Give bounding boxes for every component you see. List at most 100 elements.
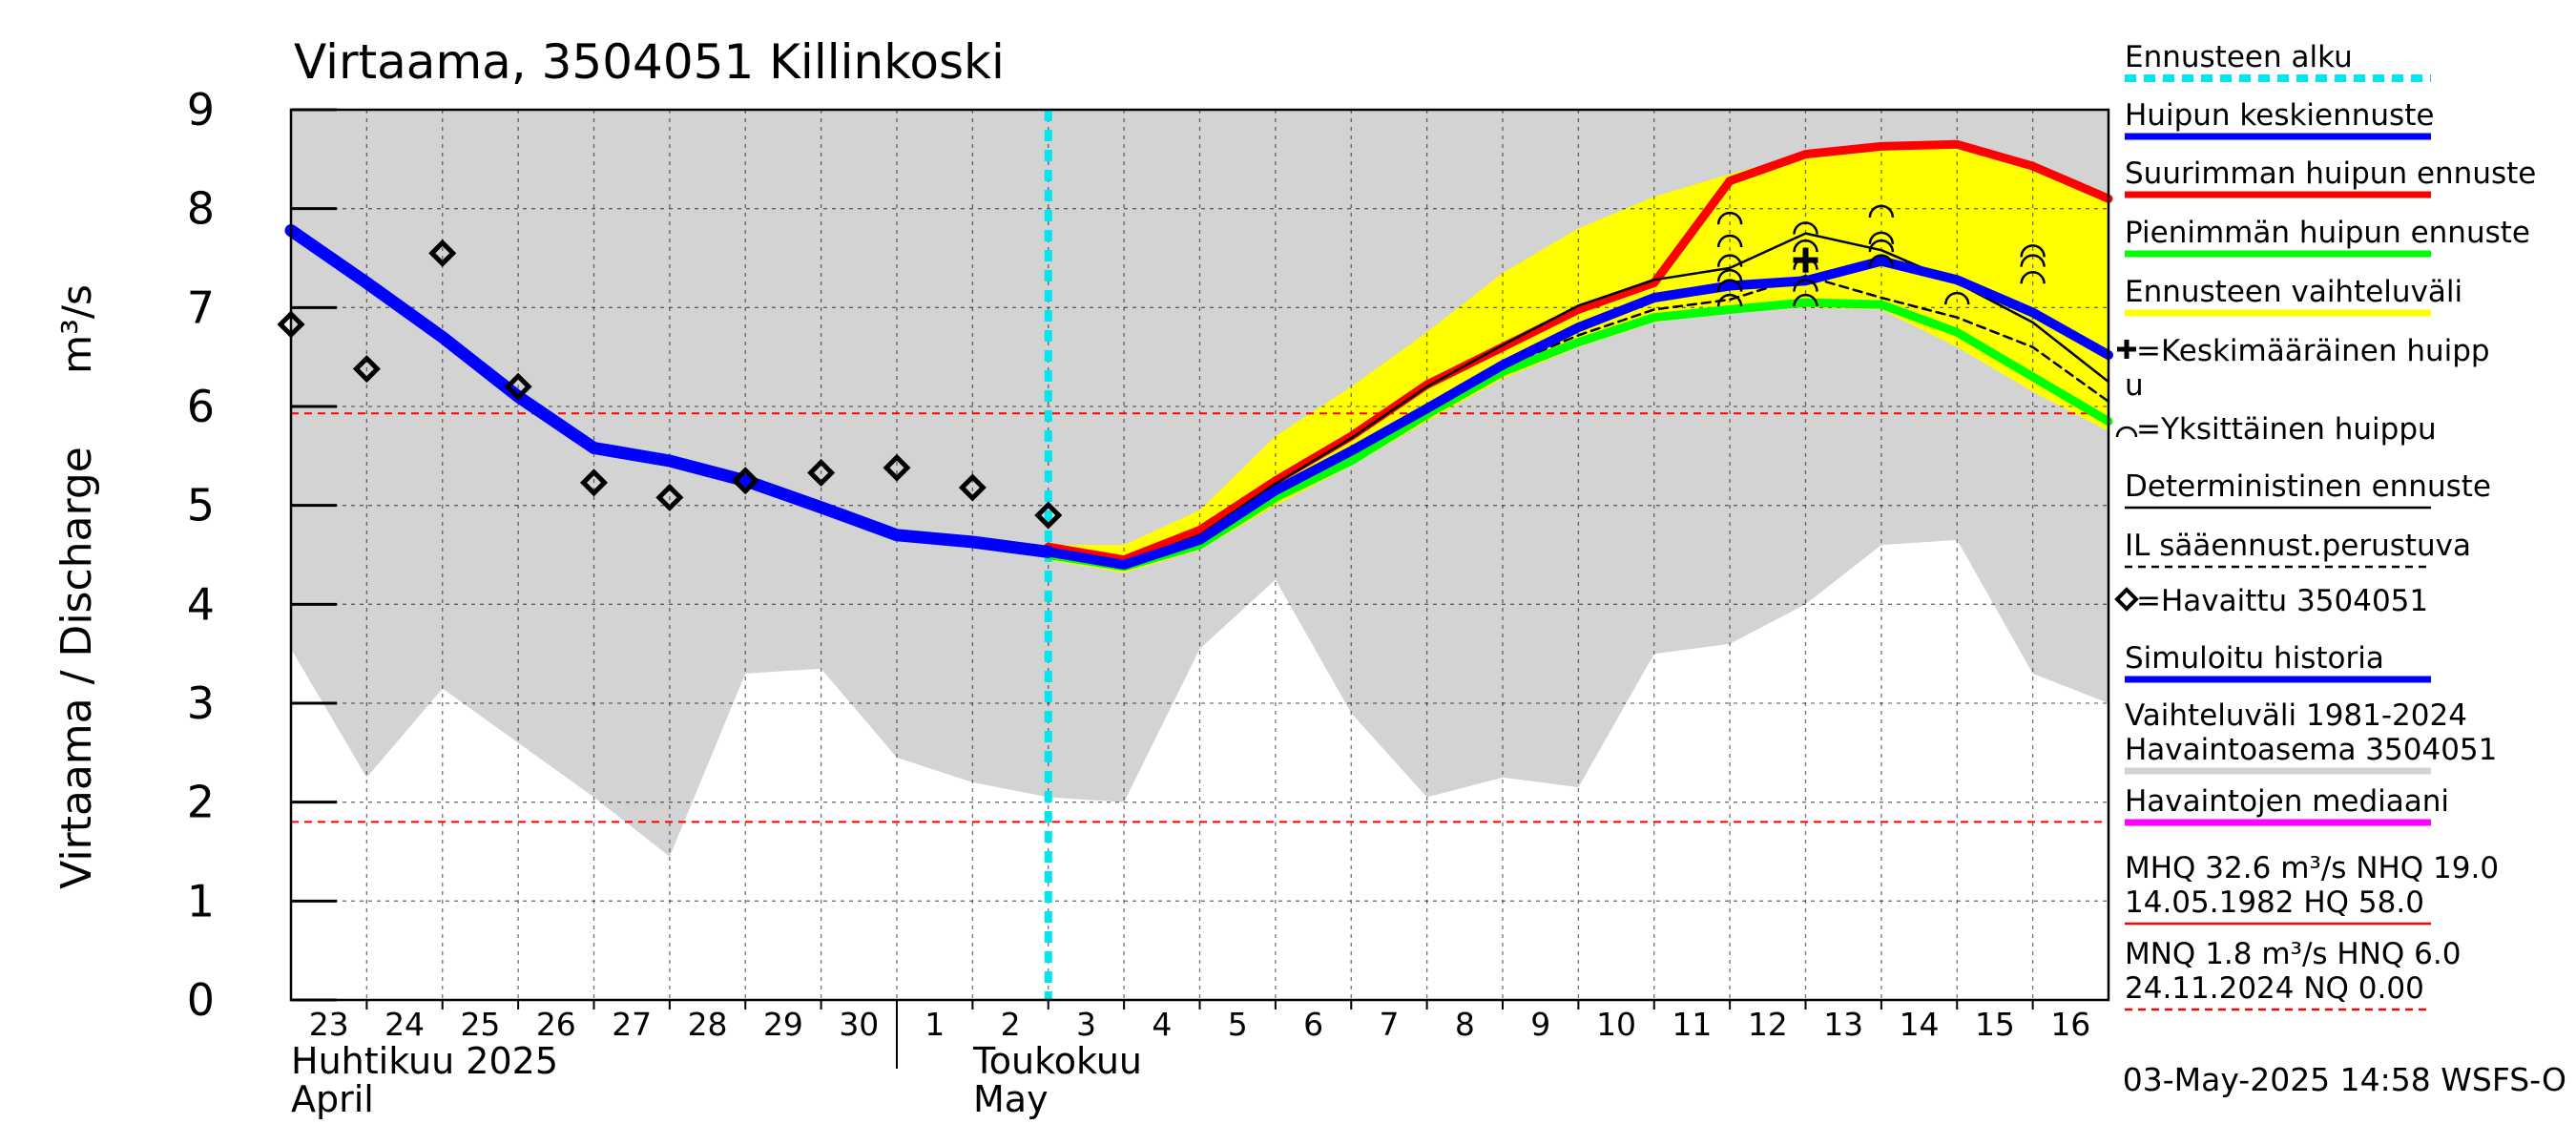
x-tick-label: 16 (2050, 1006, 2090, 1043)
observed-point (883, 453, 911, 482)
single-peak-marker (1868, 231, 1895, 244)
x-tick-label: 2 (1001, 1006, 1021, 1043)
single-peak-marker (1716, 279, 1743, 292)
month-label-en: May (973, 1078, 1049, 1120)
y-tick-label: 2 (187, 777, 215, 828)
x-tick-label: 7 (1379, 1006, 1399, 1043)
x-tick-label: 23 (309, 1006, 349, 1043)
legend-plus-icon (2117, 340, 2136, 359)
series-line-simulated-history (284, 224, 1055, 558)
x-tick-label: 30 (839, 1006, 879, 1043)
legend-label: Suurimman huipun ennuste (2125, 156, 2536, 191)
x-tick-label: 24 (384, 1006, 425, 1043)
observed-point (352, 355, 381, 384)
y-tick-label: 8 (187, 183, 215, 235)
y-tick-label: 6 (187, 381, 215, 432)
single-peak-marker (1716, 254, 1743, 267)
footer-timestamp: 03-May-2025 14:58 WSFS-O (2123, 1061, 2566, 1098)
observed-point (428, 239, 457, 267)
x-tick-label: 15 (1975, 1006, 2015, 1043)
y-tick-label: 0 (187, 974, 215, 1026)
y-tick-label: 3 (187, 677, 215, 729)
legend-label: =Keskimääräinen huipp (2136, 334, 2490, 368)
month-label-fi: Toukokuu (972, 1040, 1142, 1082)
x-tick-label: 13 (1823, 1006, 1863, 1043)
single-peak-marker (1944, 291, 1970, 305)
chart-title: Virtaama, 3504051 Killinkoski (294, 34, 1005, 90)
legend-label: Huipun keskiennuste (2125, 98, 2434, 133)
single-peak-marker (1868, 239, 1895, 253)
y-tick-label: 5 (187, 480, 215, 531)
single-peak-marker (2020, 244, 2046, 258)
x-tick-label: 5 (1228, 1006, 1248, 1043)
x-tick-label: 10 (1596, 1006, 1636, 1043)
legend-label: Pienimmän huipun ennuste (2125, 216, 2530, 250)
mean-peak-marker (1793, 247, 1818, 273)
x-tick-label: 3 (1076, 1006, 1096, 1043)
x-tick-label: 6 (1303, 1006, 1323, 1043)
x-tick-label: 9 (1530, 1006, 1550, 1043)
markers (277, 204, 2046, 530)
y-tick-label: 4 (187, 578, 215, 630)
x-tick-label: 28 (688, 1006, 728, 1043)
x-tick-label: 29 (763, 1006, 803, 1043)
legend-label: Ennusteen alku (2125, 40, 2353, 74)
y-axis-unit: m³/s (53, 284, 100, 374)
legend-arc-icon (2115, 426, 2138, 438)
legend-label: Havaintojen mediaani (2125, 784, 2449, 819)
legend-label: MHQ 32.6 m³/s NHQ 19.0 (2125, 851, 2499, 885)
x-tick-label: 1 (924, 1006, 945, 1043)
series-line-max-peak-forecast (1044, 139, 2113, 565)
x-tick-label: 25 (460, 1006, 500, 1043)
legend: Ennusteen alku Huipun keskiennuste Suurimm… (2114, 40, 2536, 1011)
x-tick-label: 4 (1152, 1006, 1172, 1043)
observed-point (958, 473, 987, 502)
legend-label-line2: u (2125, 368, 2144, 403)
legend-label: IL sääennust.perustuva (2125, 529, 2471, 563)
x-tick-label: 11 (1672, 1006, 1712, 1043)
observed-point (807, 458, 836, 487)
x-tick-label: 27 (612, 1006, 652, 1043)
legend-label: Deterministinen ennuste (2125, 469, 2491, 504)
x-tick-label: 14 (1900, 1006, 1940, 1043)
single-peak-marker (1716, 211, 1743, 225)
observed-point (504, 372, 532, 401)
observed-point (655, 483, 684, 511)
legend-label: Vaihteluväli 1981-2024 (2125, 698, 2467, 733)
y-tick-label: 1 (187, 875, 215, 926)
single-peak-marker (1793, 239, 1818, 253)
single-peak-marker (1716, 234, 1743, 248)
month-label-en: April (291, 1078, 374, 1120)
series-line-mean-peak-forecast (1043, 256, 2113, 570)
legend-diamond-icon (2114, 587, 2139, 612)
legend-label: =Havaittu 3504051 (2136, 584, 2428, 618)
month-label-fi: Huhtikuu 2025 (291, 1040, 558, 1082)
x-tick-label: 8 (1455, 1006, 1475, 1043)
observed-point (1034, 501, 1063, 530)
legend-label: Simuloitu historia (2125, 641, 2384, 676)
legend-label: =Yksittäinen huippu (2136, 412, 2437, 447)
legend-label: MNQ 1.8 m³/s HNQ 6.0 (2125, 937, 2461, 971)
x-tick-label: 26 (536, 1006, 576, 1043)
y-axis-label: Virtaama / Discharge (52, 447, 101, 889)
y-tick-label: 9 (187, 84, 215, 135)
single-peak-marker (1793, 279, 1818, 292)
single-peak-marker (1868, 254, 1895, 267)
observed-point (579, 468, 609, 497)
y-tick-label: 7 (187, 281, 215, 333)
legend-label: Ennusteen vaihteluväli (2125, 275, 2462, 309)
legend-label-line2: Havaintoasema 3504051 (2125, 733, 2497, 767)
observed-point (731, 467, 759, 495)
single-peak-marker (1793, 221, 1818, 235)
single-peak-marker (1793, 293, 1818, 307)
x-tick-label: 12 (1748, 1006, 1788, 1043)
single-peak-marker (1716, 293, 1743, 307)
series-lines (284, 139, 2113, 572)
legend-label-line2: 24.11.2024 NQ 0.00 (2125, 971, 2424, 1006)
single-peak-marker (1868, 204, 1895, 218)
single-peak-marker (1716, 268, 1743, 282)
single-peak-marker (2020, 271, 2046, 284)
single-peak-marker (2020, 254, 2046, 267)
